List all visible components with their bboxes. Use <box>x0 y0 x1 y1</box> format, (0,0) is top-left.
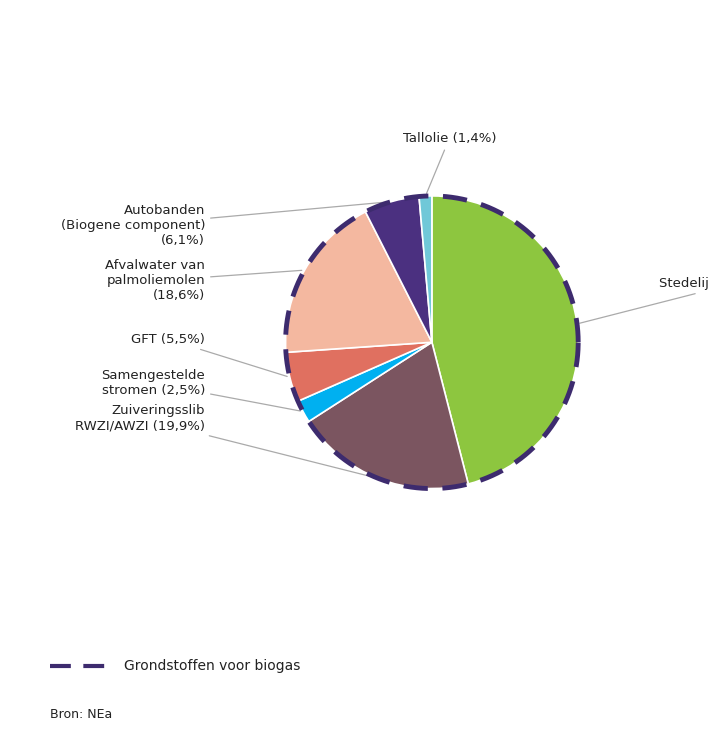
Text: GFT (5,5%): GFT (5,5%) <box>131 333 287 376</box>
Wedge shape <box>298 342 432 421</box>
Wedge shape <box>286 342 432 401</box>
Text: Samengestelde
stromen (2,5%): Samengestelde stromen (2,5%) <box>101 369 300 411</box>
Wedge shape <box>432 196 578 484</box>
Text: Autobanden
(Biogene component)
(6,1%): Autobanden (Biogene component) (6,1%) <box>61 202 389 247</box>
Text: Zuiveringsslib
RWZI/AWZI (19,9%): Zuiveringsslib RWZI/AWZI (19,9%) <box>75 404 376 478</box>
Wedge shape <box>365 196 432 342</box>
Text: Afvalwater van
palmoliemolen
(18,6%): Afvalwater van palmoliemolen (18,6%) <box>105 260 302 302</box>
Wedge shape <box>285 212 432 353</box>
Text: Grondstoffen voor biogas: Grondstoffen voor biogas <box>124 659 300 673</box>
Wedge shape <box>419 196 432 342</box>
Text: Bron: NEa: Bron: NEa <box>50 708 112 721</box>
Text: Tallolie (1,4%): Tallolie (1,4%) <box>403 132 496 193</box>
Text: Stedelijk afval (46,0%): Stedelijk afval (46,0%) <box>580 278 708 323</box>
Wedge shape <box>309 342 468 489</box>
